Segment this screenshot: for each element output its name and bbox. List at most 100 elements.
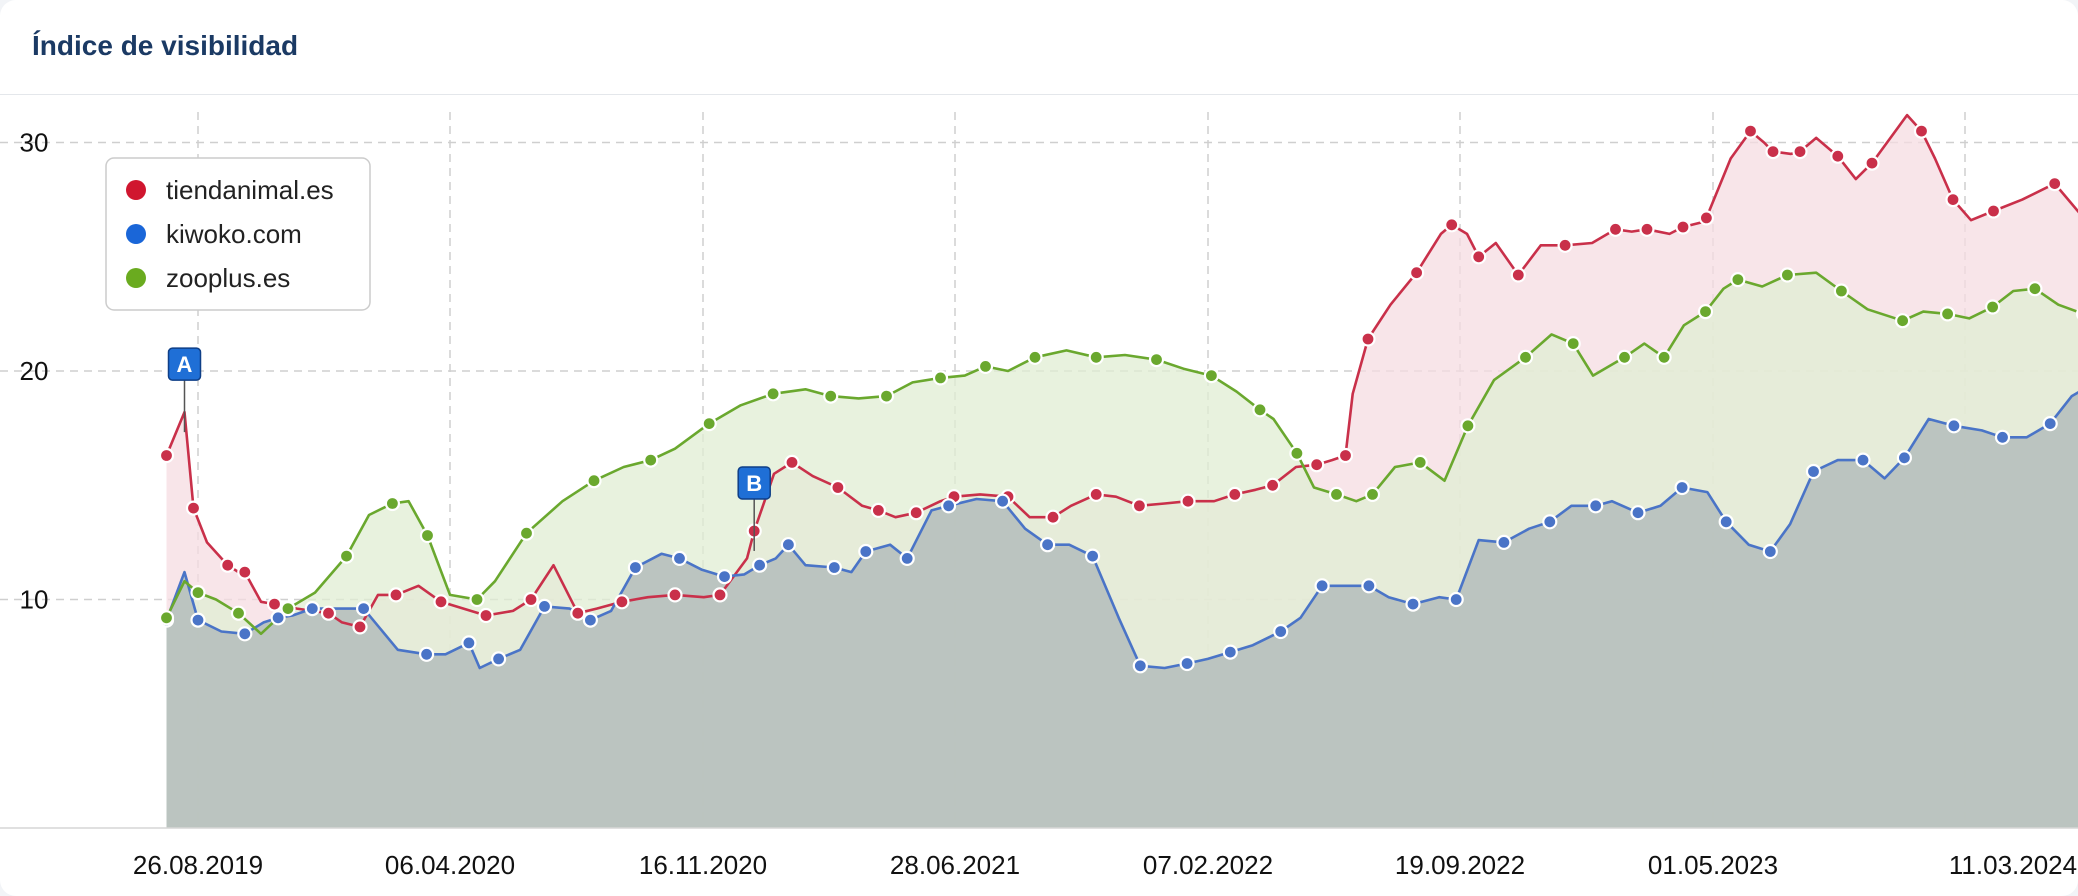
- data-point-kiwoko-com[interactable]: [270, 610, 286, 626]
- data-point-kiwoko-com[interactable]: [1896, 450, 1913, 466]
- data-point-tiendanimal-es[interactable]: [1792, 144, 1808, 160]
- annotations[interactable]: AB: [167, 347, 771, 551]
- data-point-zooplus-es[interactable]: [1656, 349, 1672, 365]
- data-point-kiwoko-com[interactable]: [1994, 429, 2011, 445]
- data-point-zooplus-es[interactable]: [1779, 267, 1796, 283]
- data-point-tiendanimal-es[interactable]: [1742, 123, 1759, 139]
- data-point-zooplus-es[interactable]: [1252, 402, 1268, 418]
- data-point-tiendanimal-es[interactable]: [1471, 249, 1487, 265]
- data-point-zooplus-es[interactable]: [338, 548, 355, 564]
- data-point-tiendanimal-es[interactable]: [1180, 493, 1196, 509]
- data-point-kiwoko-com[interactable]: [1039, 537, 1056, 553]
- data-point-zooplus-es[interactable]: [823, 388, 839, 404]
- data-point-zooplus-es[interactable]: [419, 527, 436, 544]
- data-point-tiendanimal-es[interactable]: [1444, 217, 1460, 233]
- data-point-kiwoko-com[interactable]: [1405, 596, 1421, 612]
- data-point-zooplus-es[interactable]: [1027, 349, 1043, 365]
- data-point-kiwoko-com[interactable]: [419, 646, 435, 662]
- data-point-zooplus-es[interactable]: [190, 584, 206, 601]
- data-point-zooplus-es[interactable]: [1984, 299, 2001, 315]
- data-point-kiwoko-com[interactable]: [461, 635, 477, 651]
- data-point-zooplus-es[interactable]: [765, 386, 781, 402]
- data-point-kiwoko-com[interactable]: [356, 600, 372, 617]
- data-point-kiwoko-com[interactable]: [940, 498, 957, 514]
- data-point-kiwoko-com[interactable]: [1448, 591, 1464, 608]
- data-point-kiwoko-com[interactable]: [1855, 452, 1871, 468]
- data-point-tiendanimal-es[interactable]: [1045, 509, 1061, 525]
- data-point-tiendanimal-es[interactable]: [352, 619, 368, 635]
- data-point-kiwoko-com[interactable]: [1542, 514, 1558, 530]
- data-point-zooplus-es[interactable]: [2027, 281, 2043, 297]
- data-point-tiendanimal-es[interactable]: [1088, 486, 1104, 502]
- data-point-kiwoko-com[interactable]: [2042, 416, 2058, 432]
- data-point-zooplus-es[interactable]: [1939, 306, 1956, 322]
- data-point-tiendanimal-es[interactable]: [266, 596, 283, 612]
- data-point-zooplus-es[interactable]: [1894, 313, 1911, 329]
- data-point-kiwoko-com[interactable]: [1361, 578, 1377, 594]
- data-point-tiendanimal-es[interactable]: [870, 502, 887, 518]
- data-point-kiwoko-com[interactable]: [1084, 548, 1101, 564]
- data-point-kiwoko-com[interactable]: [826, 559, 842, 576]
- legend[interactable]: tiendanimal.es kiwoko.com zooplus.es: [105, 157, 371, 311]
- data-point-kiwoko-com[interactable]: [858, 543, 874, 560]
- data-point-kiwoko-com[interactable]: [1314, 578, 1330, 594]
- data-point-tiendanimal-es[interactable]: [614, 594, 630, 610]
- data-point-kiwoko-com[interactable]: [304, 600, 320, 617]
- data-point-tiendanimal-es[interactable]: [237, 564, 253, 580]
- data-point-kiwoko-com[interactable]: [1132, 658, 1148, 674]
- data-point-zooplus-es[interactable]: [1697, 304, 1714, 320]
- data-point-tiendanimal-es[interactable]: [1698, 210, 1715, 226]
- data-point-zooplus-es[interactable]: [469, 591, 485, 608]
- data-point-tiendanimal-es[interactable]: [1131, 498, 1148, 514]
- data-point-tiendanimal-es[interactable]: [1985, 203, 2002, 219]
- data-point-zooplus-es[interactable]: [518, 525, 535, 541]
- data-point-zooplus-es[interactable]: [977, 358, 994, 374]
- data-point-zooplus-es[interactable]: [701, 416, 717, 432]
- data-point-zooplus-es[interactable]: [1203, 368, 1220, 384]
- data-point-tiendanimal-es[interactable]: [1639, 221, 1655, 237]
- data-point-kiwoko-com[interactable]: [1674, 479, 1690, 496]
- data-point-zooplus-es[interactable]: [932, 370, 949, 386]
- data-point-tiendanimal-es[interactable]: [158, 447, 175, 464]
- data-point-tiendanimal-es[interactable]: [388, 587, 404, 603]
- data-point-zooplus-es[interactable]: [230, 605, 247, 621]
- annotation-flag[interactable]: [737, 466, 771, 500]
- data-point-tiendanimal-es[interactable]: [1337, 447, 1354, 464]
- data-point-tiendanimal-es[interactable]: [1675, 219, 1691, 235]
- data-point-zooplus-es[interactable]: [1328, 486, 1345, 502]
- data-point-kiwoko-com[interactable]: [1946, 418, 1962, 434]
- data-point-tiendanimal-es[interactable]: [220, 557, 236, 573]
- data-point-kiwoko-com[interactable]: [1762, 543, 1778, 560]
- data-point-kiwoko-com[interactable]: [1222, 644, 1238, 660]
- data-point-tiendanimal-es[interactable]: [2047, 176, 2063, 192]
- data-point-tiendanimal-es[interactable]: [1765, 144, 1781, 160]
- data-point-zooplus-es[interactable]: [1364, 486, 1381, 502]
- data-point-kiwoko-com[interactable]: [536, 598, 553, 615]
- data-point-zooplus-es[interactable]: [643, 452, 659, 468]
- data-point-kiwoko-com[interactable]: [582, 612, 599, 628]
- data-point-tiendanimal-es[interactable]: [1408, 265, 1425, 281]
- data-point-zooplus-es[interactable]: [1148, 352, 1165, 368]
- data-point-kiwoko-com[interactable]: [491, 651, 507, 667]
- data-point-kiwoko-com[interactable]: [751, 557, 768, 573]
- data-point-tiendanimal-es[interactable]: [570, 605, 586, 621]
- data-point-zooplus-es[interactable]: [1517, 349, 1534, 365]
- data-point-tiendanimal-es[interactable]: [1864, 155, 1880, 171]
- data-point-tiendanimal-es[interactable]: [478, 607, 494, 624]
- data-point-kiwoko-com[interactable]: [899, 550, 915, 567]
- data-point-kiwoko-com[interactable]: [1179, 655, 1195, 672]
- data-point-kiwoko-com[interactable]: [627, 559, 644, 576]
- data-point-tiendanimal-es[interactable]: [1309, 457, 1325, 473]
- data-point-zooplus-es[interactable]: [1616, 349, 1633, 365]
- data-point-tiendanimal-es[interactable]: [523, 591, 539, 608]
- data-point-kiwoko-com[interactable]: [780, 537, 797, 553]
- data-point-tiendanimal-es[interactable]: [1607, 221, 1624, 237]
- data-point-kiwoko-com[interactable]: [1588, 498, 1604, 514]
- data-point-zooplus-es[interactable]: [1460, 418, 1476, 434]
- legend-item-label[interactable]: zooplus.es: [166, 263, 290, 293]
- legend-item-label[interactable]: tiendanimal.es: [166, 175, 334, 205]
- data-point-tiendanimal-es[interactable]: [185, 500, 202, 516]
- data-point-kiwoko-com[interactable]: [1496, 534, 1512, 551]
- data-point-zooplus-es[interactable]: [878, 388, 895, 404]
